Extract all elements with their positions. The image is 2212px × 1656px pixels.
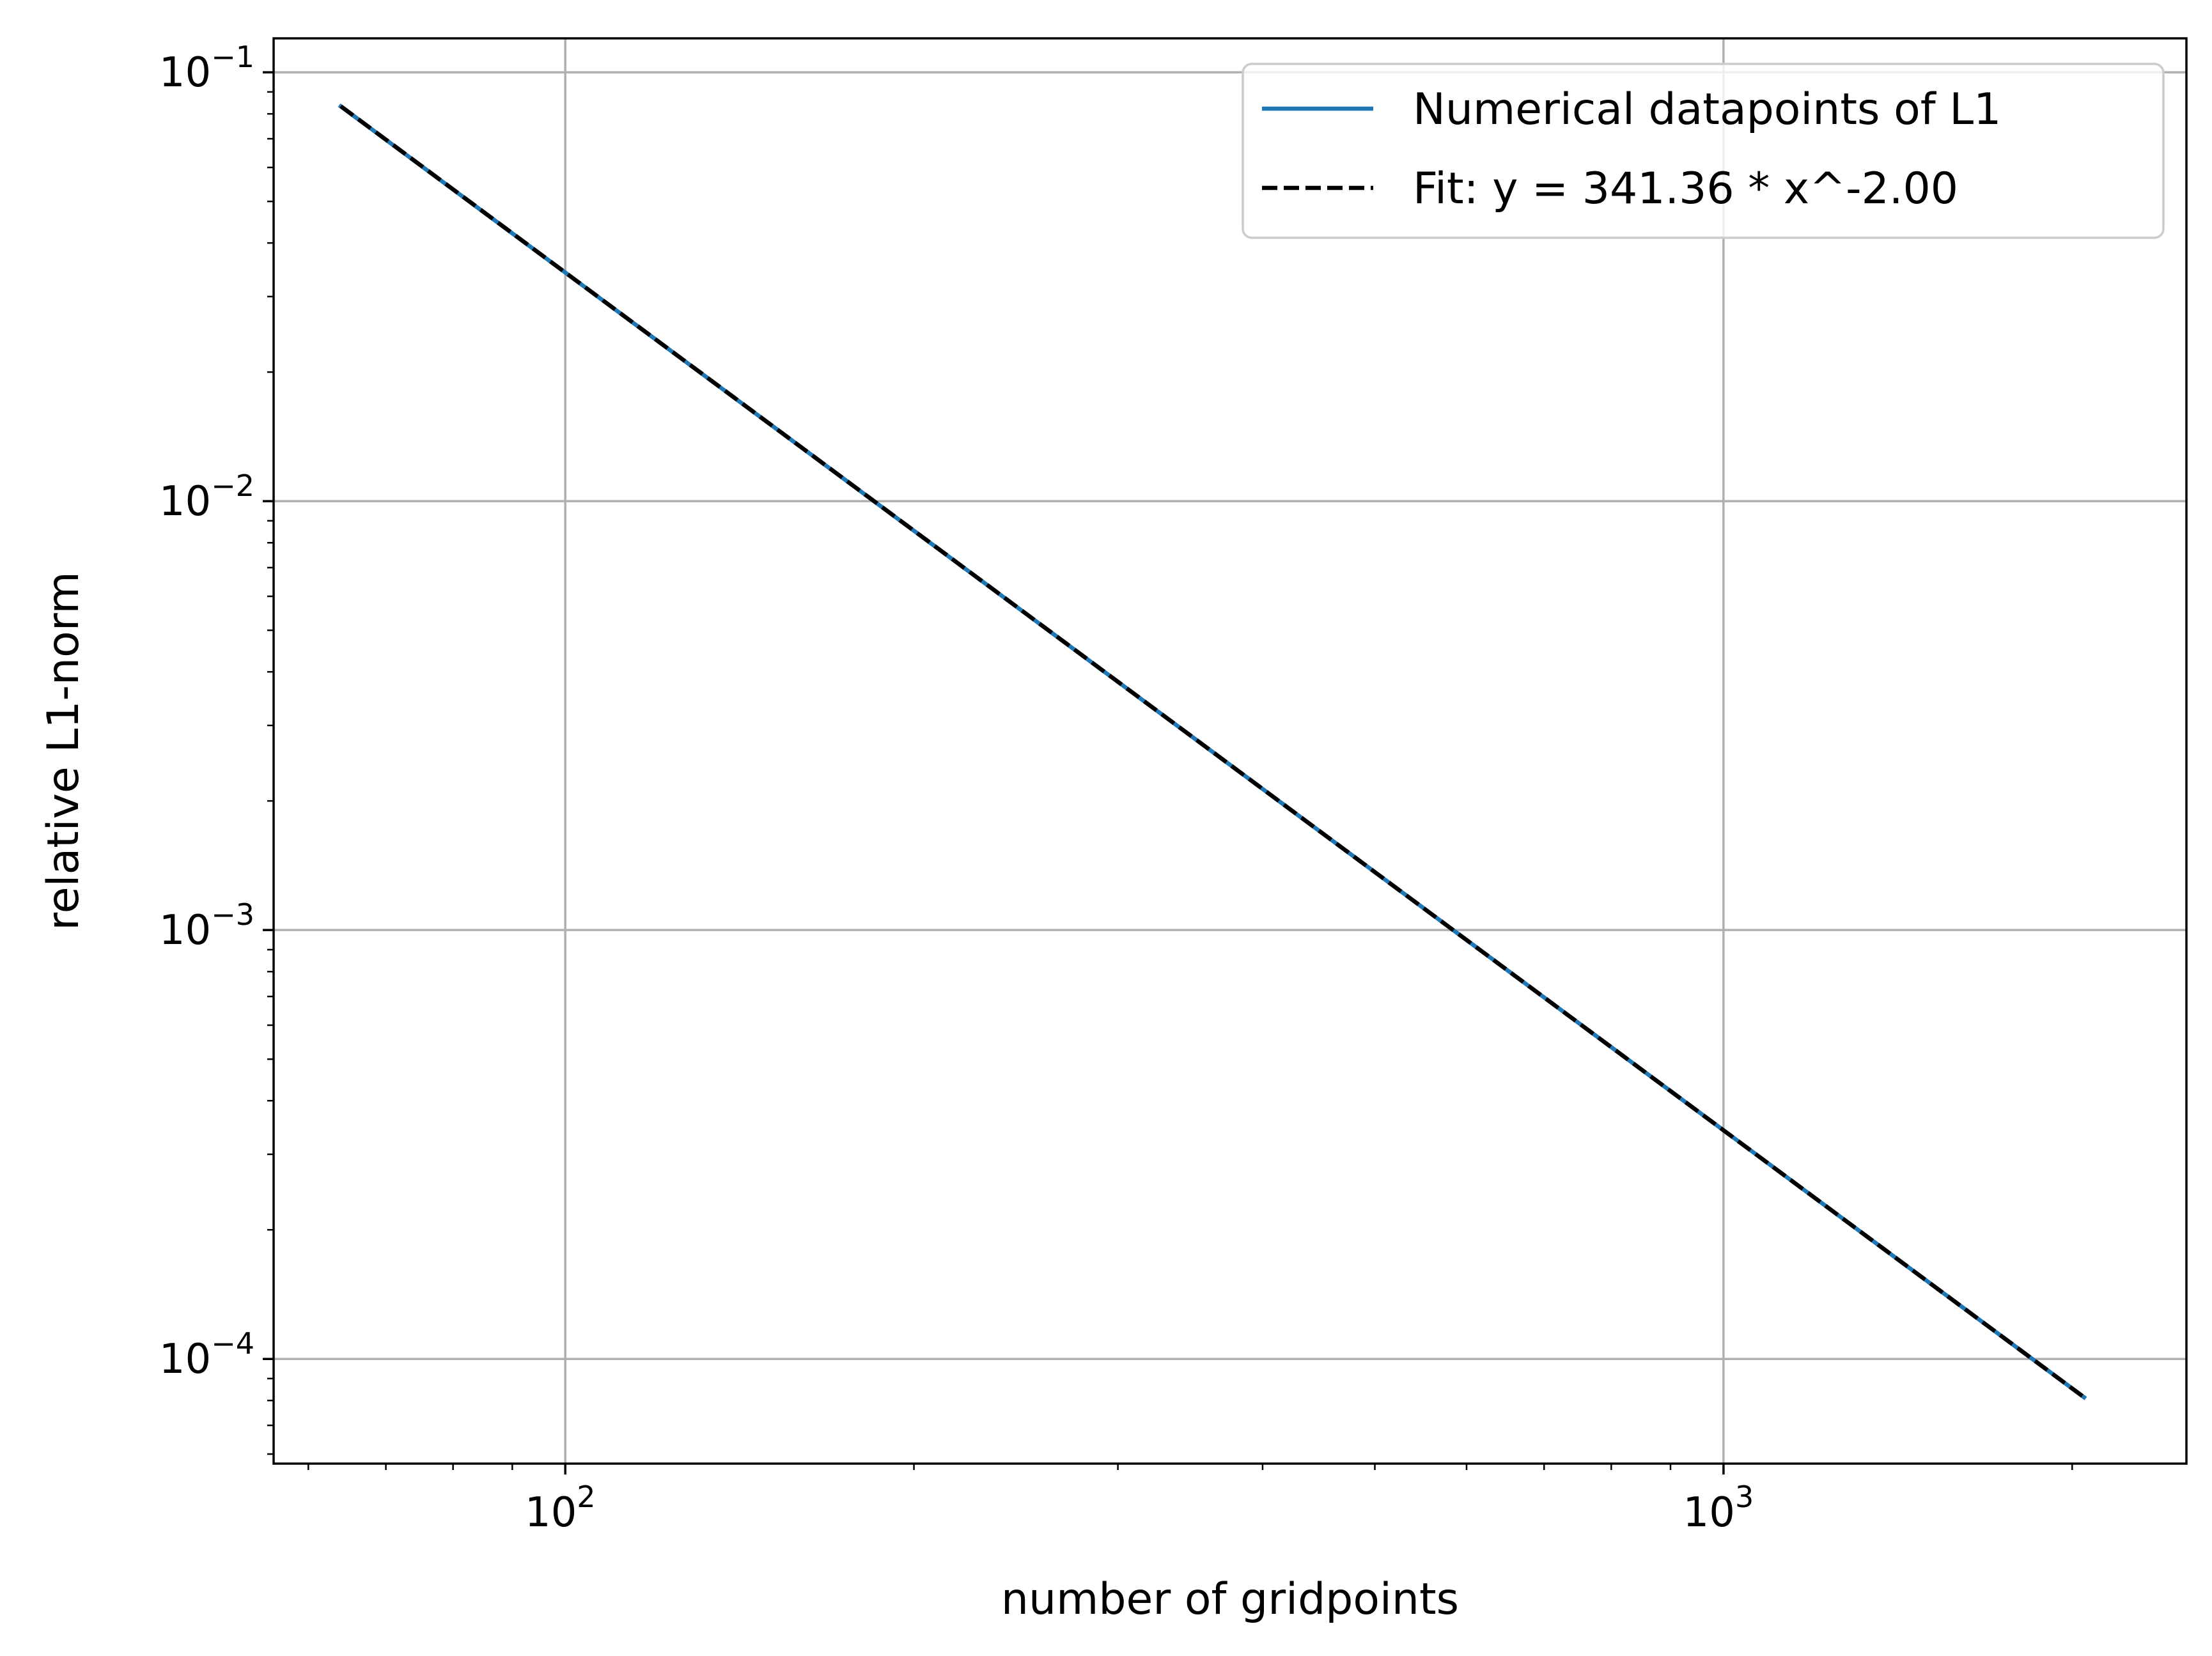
- grid: [274, 38, 2186, 1464]
- x-tick-label-0: 102: [525, 1480, 596, 1536]
- y-tick-label-2: 10−3: [159, 897, 254, 954]
- y-tick-label-0: 10−1: [159, 40, 254, 97]
- series-line-fit: [339, 104, 2085, 1399]
- legend: Numerical datapoints of L1 Fit: y = 341.…: [1242, 63, 2165, 239]
- plot-area-background: [274, 38, 2186, 1464]
- legend-label-numerical: Numerical datapoints of L1: [1413, 84, 2001, 135]
- legend-box: [1242, 63, 2165, 239]
- tick-labels: 102 103 10−1 10−2 10−3 10−4: [159, 40, 1754, 1536]
- plot-frame: [272, 37, 2188, 1465]
- ticks: [263, 71, 2073, 1474]
- x-tick-label-1: 103: [1683, 1480, 1754, 1536]
- y-tick-label-1: 10−2: [159, 468, 254, 525]
- y-axis-label: relative L1-norm: [38, 571, 89, 931]
- legend-label-fit: Fit: y = 341.36 * x^-2.00: [1413, 164, 1958, 214]
- x-axis-label: number of gridpoints: [1001, 1574, 1459, 1625]
- y-tick-label-3: 10−4: [159, 1326, 254, 1383]
- series-group: [338, 103, 2087, 1400]
